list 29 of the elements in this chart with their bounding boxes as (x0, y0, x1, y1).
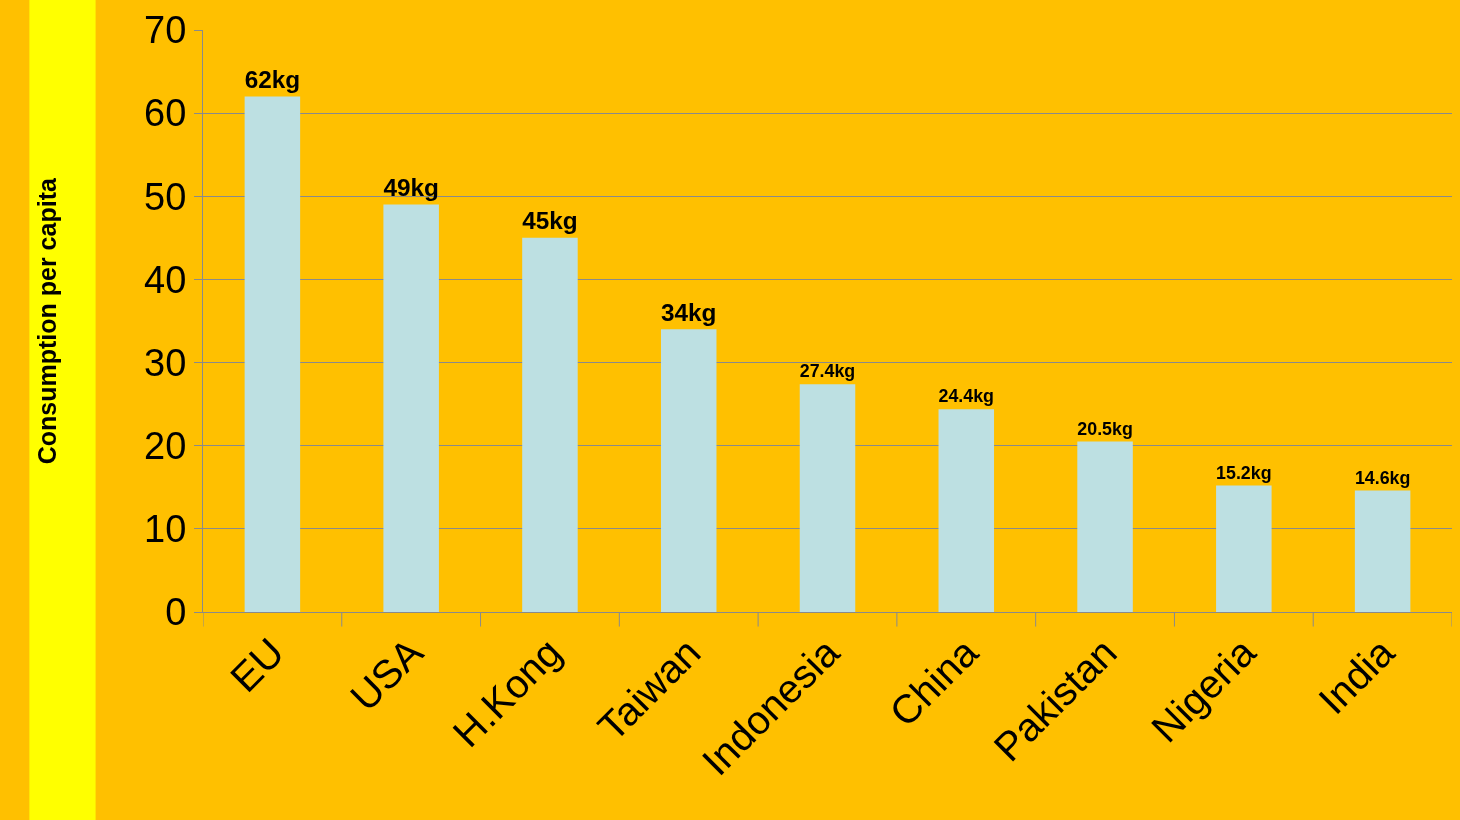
data-label: 15.2kg (1216, 462, 1272, 483)
data-label: 14.6kg (1354, 467, 1411, 488)
bar (660, 329, 717, 612)
data-label: 20.5kg (1077, 418, 1133, 439)
x-tick-label: USA (341, 629, 432, 719)
data-label: 24.4kg (938, 386, 995, 407)
data-label: 27.4kg (799, 361, 856, 382)
y-tick-label: 0 (165, 591, 187, 634)
data-label: 45kg (522, 207, 578, 235)
bar (244, 96, 301, 612)
y-tick-label: 20 (144, 425, 187, 468)
bar (383, 204, 439, 612)
y-tick-label: 70 (144, 9, 187, 52)
y-tick-label: 30 (144, 341, 187, 384)
bar (938, 409, 995, 612)
x-tick-label: EU (221, 629, 293, 701)
data-label: 34kg (660, 298, 717, 326)
bar (522, 237, 578, 612)
bar (1216, 485, 1272, 612)
y-tick-label: 10 (144, 508, 187, 551)
y-tick-label: 40 (144, 258, 187, 301)
y-tick-label: 60 (144, 92, 187, 135)
bar (1354, 490, 1411, 612)
bar (799, 384, 856, 612)
y-tick-label: 50 (144, 175, 187, 218)
data-label: 62kg (244, 66, 301, 94)
data-label: 49kg (383, 174, 439, 202)
bar (1077, 441, 1133, 612)
y-axis-title: Consumption per capita (33, 177, 62, 465)
